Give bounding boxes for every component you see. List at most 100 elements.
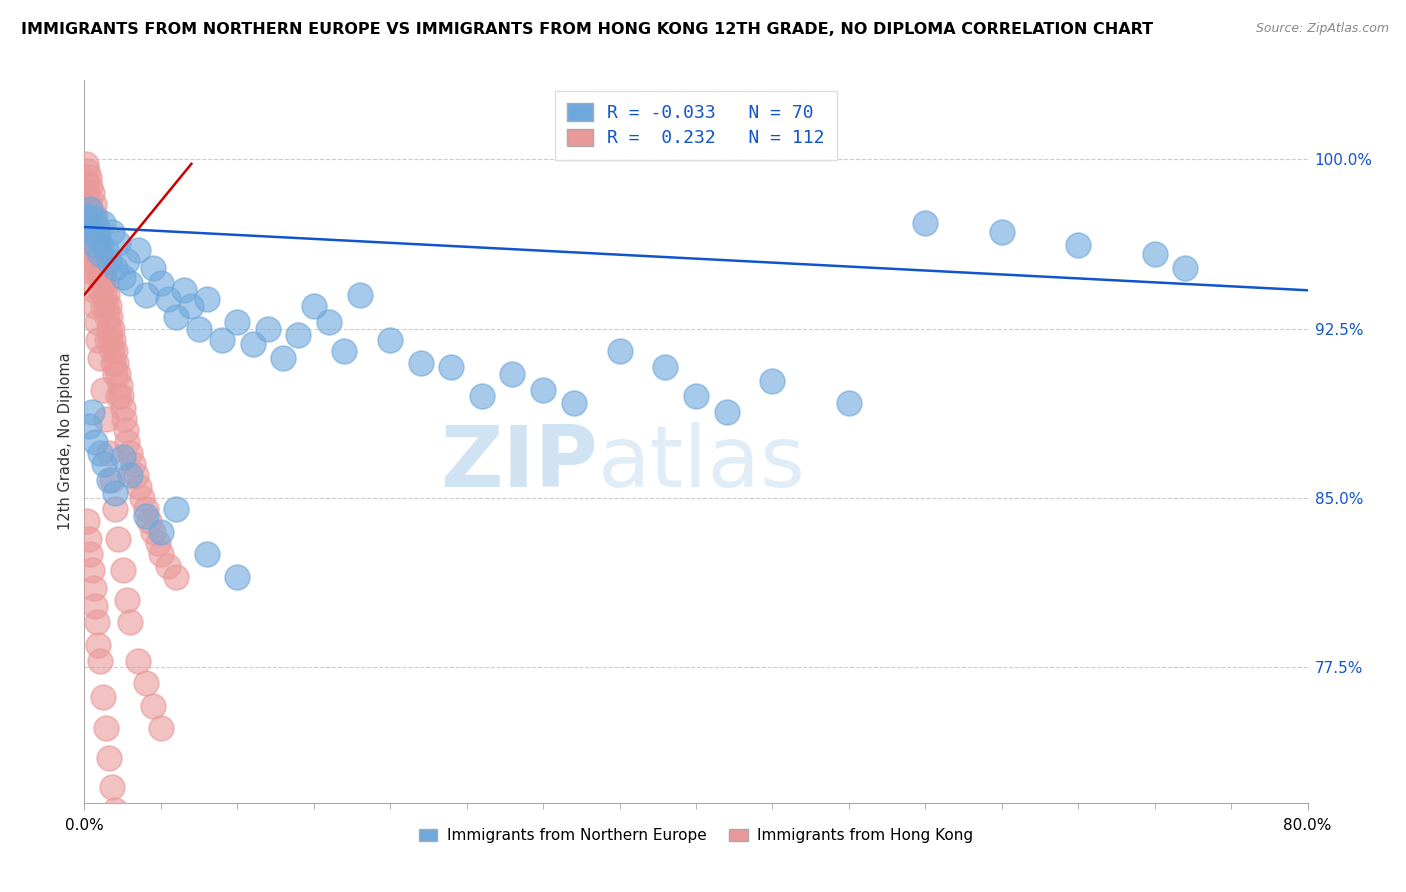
Point (80, 405, 103, 419)
Point (77, 418, 100, 433)
Point (120, 277, 142, 291)
Point (86, 220, 108, 235)
Point (84, 299, 107, 313)
Point (1174, 260, 1197, 275)
Point (97, 321, 120, 335)
Point (226, 570, 249, 584)
Point (80, 215, 103, 229)
Point (142, 524, 165, 539)
Point (318, 315, 340, 329)
Point (108, 378, 131, 392)
Point (87, 231, 110, 245)
Point (77, 220, 100, 235)
Point (716, 405, 738, 419)
Point (138, 514, 160, 528)
Point (86, 220, 108, 235)
Point (110, 389, 132, 403)
Point (125, 468, 148, 483)
Point (79, 247, 101, 261)
Text: Source: ZipAtlas.com: Source: ZipAtlas.com (1256, 22, 1389, 36)
Point (94, 277, 117, 291)
Point (271, 351, 294, 365)
Point (333, 344, 356, 359)
Legend: Immigrants from Northern Europe, Immigrants from Hong Kong: Immigrants from Northern Europe, Immigra… (413, 822, 979, 849)
Point (127, 243, 149, 257)
Point (104, 367, 127, 381)
Point (157, 293, 180, 307)
Point (1143, 247, 1166, 261)
Point (609, 344, 631, 359)
Point (107, 532, 129, 546)
Point (103, 355, 125, 369)
Point (97, 299, 120, 313)
Point (531, 383, 554, 397)
Point (80, 238, 103, 252)
Point (103, 333, 125, 347)
Point (86, 243, 108, 257)
Point (180, 299, 202, 313)
Point (101, 344, 124, 359)
Point (83, 197, 105, 211)
Point (79, 202, 101, 216)
Point (165, 310, 187, 325)
Point (83, 225, 105, 239)
Point (83, 283, 105, 297)
Point (77, 197, 100, 211)
Point (86, 315, 108, 329)
Point (120, 468, 142, 483)
Point (90, 269, 112, 284)
Point (89, 351, 111, 365)
Point (76, 186, 98, 201)
Point (112, 412, 135, 426)
Point (97, 750, 120, 764)
Point (122, 457, 145, 471)
Point (257, 321, 280, 335)
Point (685, 389, 707, 403)
Point (111, 450, 134, 465)
Point (107, 830, 129, 844)
Point (135, 287, 157, 301)
Point (104, 502, 127, 516)
Point (104, 260, 127, 275)
Point (211, 333, 233, 347)
Point (91, 383, 114, 397)
Point (91, 277, 114, 291)
Point (77, 532, 100, 546)
Point (111, 269, 134, 284)
Point (127, 654, 149, 668)
Point (838, 396, 860, 410)
Point (75, 193, 97, 207)
Point (165, 570, 187, 584)
Point (173, 283, 195, 297)
Point (79, 179, 101, 194)
Point (991, 225, 1014, 239)
Point (79, 548, 101, 562)
Point (84, 434, 107, 449)
Point (149, 277, 172, 291)
Point (89, 283, 111, 297)
Text: IMMIGRANTS FROM NORTHERN EUROPE VS IMMIGRANTS FROM HONG KONG 12TH GRADE, NO DIPL: IMMIGRANTS FROM NORTHERN EUROPE VS IMMIG… (21, 22, 1153, 37)
Point (440, 359, 463, 374)
Point (101, 780, 124, 794)
Point (195, 293, 218, 307)
Point (1067, 238, 1090, 252)
Point (79, 231, 101, 245)
Point (76, 215, 98, 229)
Point (79, 209, 101, 223)
Point (94, 721, 117, 735)
Point (83, 582, 105, 596)
Point (98, 333, 121, 347)
Point (77, 243, 100, 257)
Point (94, 412, 117, 426)
Point (104, 344, 127, 359)
Point (87, 333, 110, 347)
Point (86, 265, 108, 279)
Point (93, 265, 115, 279)
Point (83, 247, 105, 261)
Point (94, 243, 117, 257)
Point (149, 548, 172, 562)
Point (97, 253, 120, 268)
Point (89, 446, 111, 460)
Point (80, 186, 103, 201)
Point (80, 260, 103, 275)
